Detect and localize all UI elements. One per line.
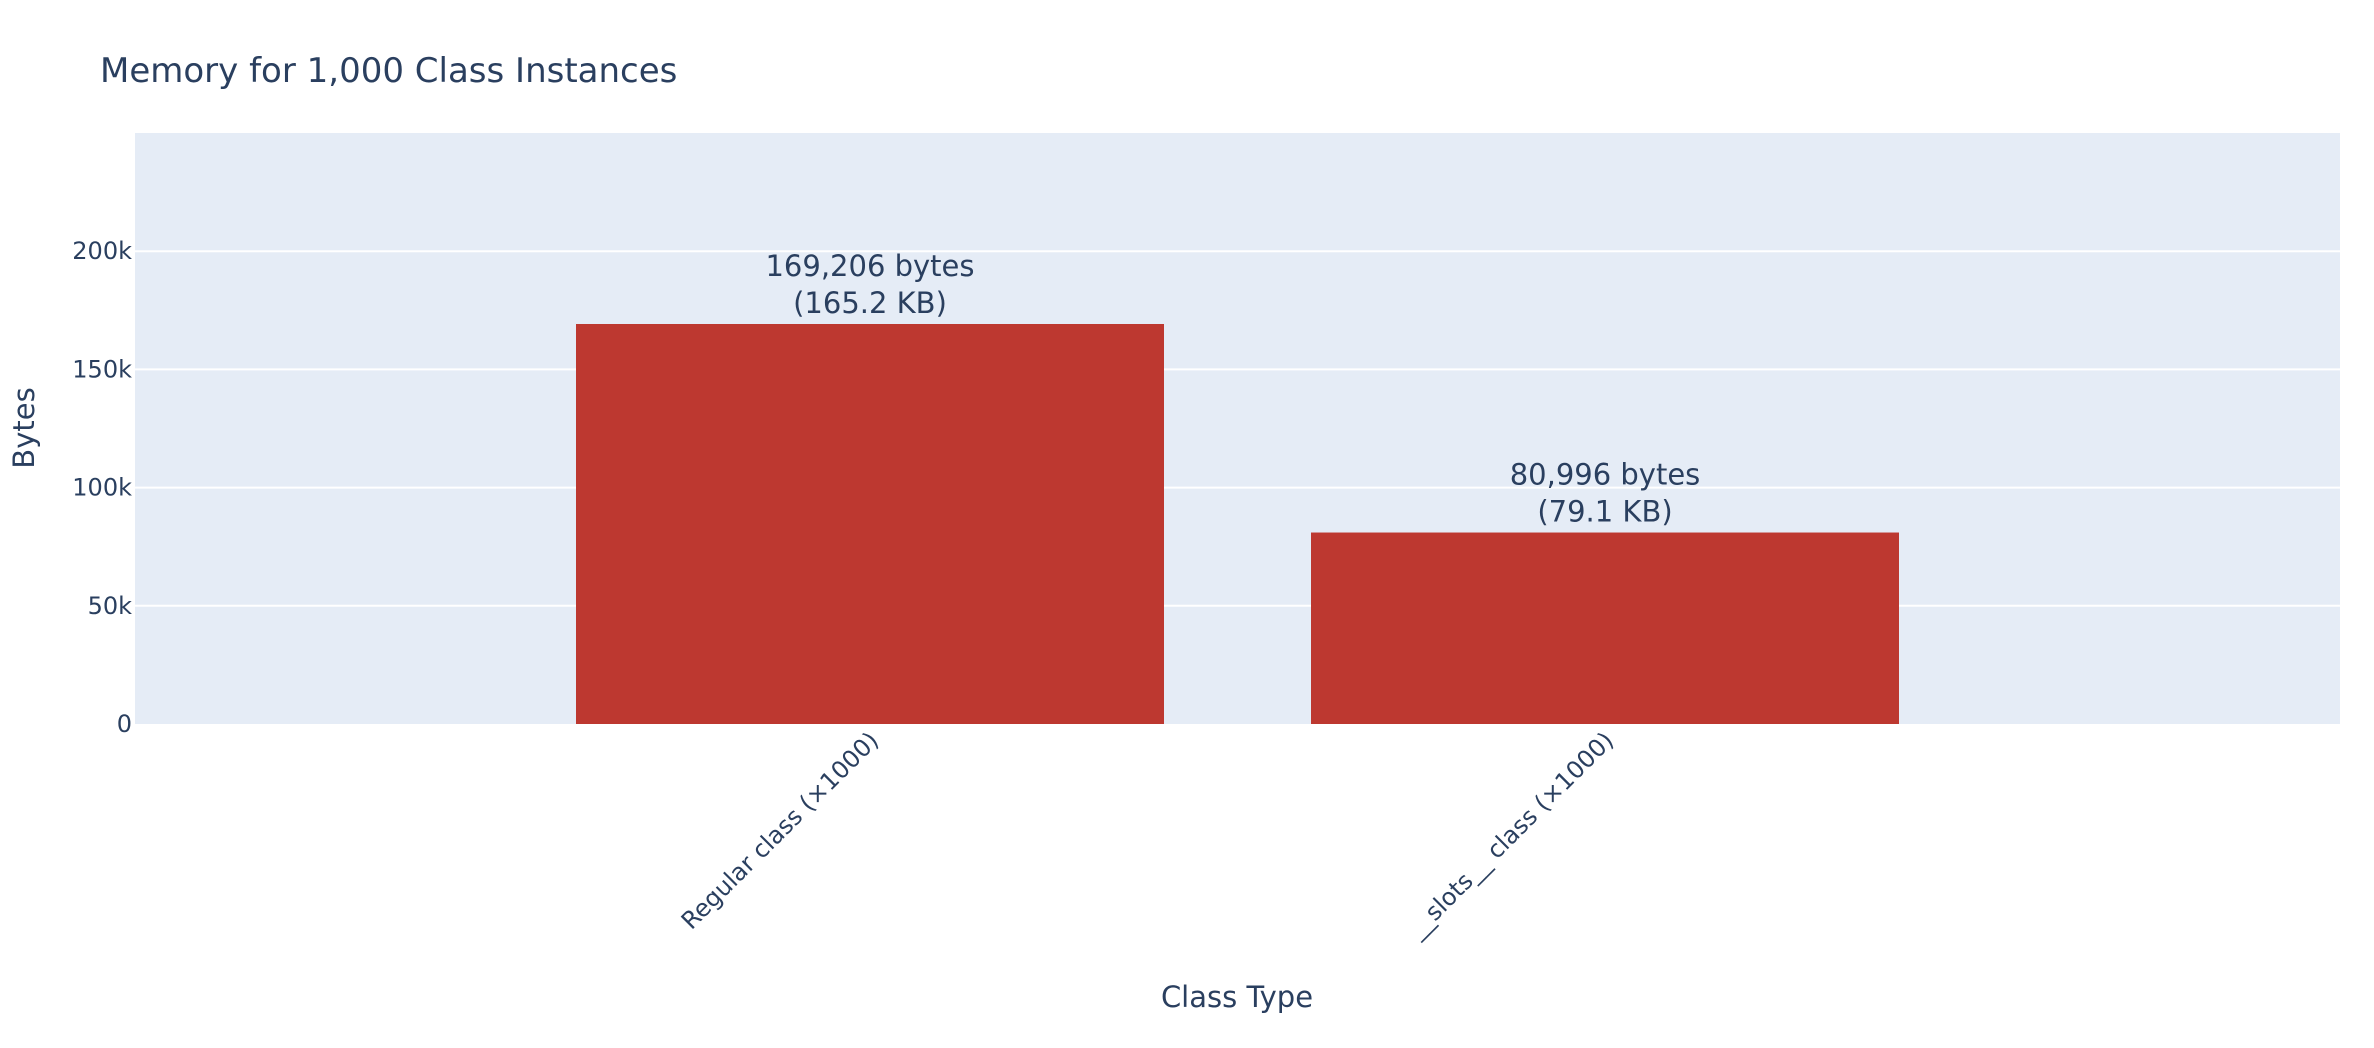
y-tick-label: 50k xyxy=(88,592,133,620)
y-tick-label: 150k xyxy=(72,355,132,383)
bar-data-label: 169,206 bytes xyxy=(765,249,974,283)
bars xyxy=(576,323,1899,724)
plot-background xyxy=(135,133,2340,724)
bar-data-label: (165.2 KB) xyxy=(793,286,947,320)
x-axis-title: Class Type xyxy=(1161,980,1313,1014)
data-labels: 169,206 bytes(165.2 KB) 80,996 bytes(79.1… xyxy=(765,249,1700,529)
bar-data-label: 80,996 bytes xyxy=(1510,458,1701,492)
bar[interactable] xyxy=(576,323,1164,724)
bar[interactable] xyxy=(1311,532,1899,724)
y-tick-label: 0 xyxy=(117,710,132,738)
x-tick-label: __slots__ class (×1000) xyxy=(1402,726,1619,943)
y-tick-label: 100k xyxy=(72,474,132,502)
y-tick-label: 200k xyxy=(72,237,132,265)
y-axis-ticks: 0 50k 100k 150k 200k xyxy=(72,237,132,738)
y-axis-title: Bytes xyxy=(7,387,41,468)
gridlines xyxy=(135,250,2340,607)
x-tick-label: Regular class (×1000) xyxy=(676,726,884,934)
chart-title: Memory for 1,000 Class Instances xyxy=(100,51,677,91)
bar-data-label: (79.1 KB) xyxy=(1537,495,1672,529)
x-axis-ticks: Regular class (×1000) __slots__ class (×1… xyxy=(676,726,1619,943)
